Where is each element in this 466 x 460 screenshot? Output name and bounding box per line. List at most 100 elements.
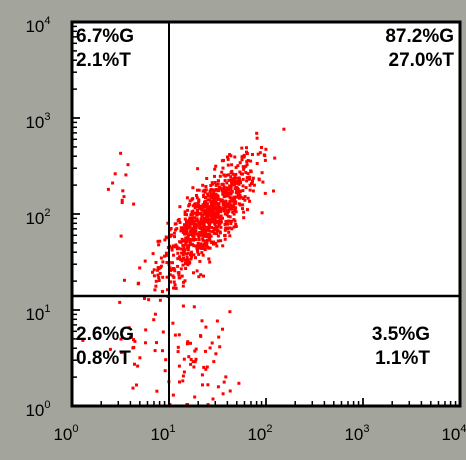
data-point <box>161 349 164 353</box>
data-point <box>183 279 187 283</box>
data-point <box>205 177 209 180</box>
data-point <box>182 229 186 233</box>
data-point <box>188 218 191 222</box>
data-point <box>171 261 174 265</box>
data-point <box>228 207 232 211</box>
data-point <box>219 198 223 202</box>
data-point <box>194 238 198 241</box>
data-point <box>218 218 222 222</box>
data-point <box>232 183 236 187</box>
data-point <box>212 210 216 214</box>
data-point <box>180 237 184 241</box>
data-point <box>214 183 218 187</box>
data-point <box>153 349 157 353</box>
data-point <box>248 183 252 187</box>
data-point <box>207 205 210 209</box>
data-point <box>214 225 218 229</box>
data-point <box>212 193 216 196</box>
data-point <box>221 392 225 396</box>
data-point <box>190 255 194 259</box>
data-point <box>251 153 254 156</box>
data-point <box>191 217 194 221</box>
data-point <box>221 187 225 191</box>
data-point <box>204 349 207 353</box>
quadrant-label-lower-left: 0.8%T <box>76 348 131 369</box>
data-point <box>200 373 204 377</box>
x-tick-label: 102 <box>247 423 272 444</box>
data-point <box>189 213 193 217</box>
data-point <box>173 333 177 337</box>
data-point <box>190 227 194 231</box>
data-point <box>176 251 180 255</box>
data-point <box>224 219 228 223</box>
data-point <box>193 360 197 364</box>
data-point <box>193 349 197 353</box>
data-point <box>223 222 227 226</box>
data-point <box>214 214 218 218</box>
data-point <box>218 174 222 178</box>
data-point <box>223 212 227 216</box>
data-point <box>207 233 211 237</box>
data-point <box>143 297 146 300</box>
data-point <box>188 216 192 220</box>
data-point <box>209 200 213 204</box>
data-point <box>212 242 215 246</box>
data-point <box>193 216 196 220</box>
data-point <box>195 208 199 212</box>
data-point <box>170 246 174 250</box>
data-point <box>234 191 238 195</box>
data-point <box>215 229 219 233</box>
data-point <box>172 275 176 279</box>
data-point <box>243 198 247 202</box>
data-point <box>240 158 244 162</box>
data-point <box>170 268 174 271</box>
data-point <box>163 254 166 258</box>
data-point <box>224 203 227 207</box>
data-point <box>232 225 236 229</box>
data-point <box>218 230 222 234</box>
data-point <box>127 326 131 330</box>
data-point <box>181 284 185 288</box>
data-point <box>246 172 250 176</box>
data-point <box>120 329 124 333</box>
data-point <box>181 253 185 257</box>
data-point <box>211 230 215 234</box>
data-point <box>147 298 151 302</box>
data-point <box>168 266 172 270</box>
data-point <box>205 225 209 229</box>
data-point <box>181 263 185 267</box>
y-tick-label: 101 <box>25 303 50 324</box>
data-point <box>153 312 157 316</box>
data-point <box>120 350 123 354</box>
data-point <box>229 205 233 209</box>
data-point <box>164 253 168 257</box>
data-point <box>192 305 196 309</box>
y-tick-label: 102 <box>25 207 50 228</box>
data-point <box>223 174 227 178</box>
data-point <box>183 210 187 214</box>
data-point <box>225 186 229 190</box>
data-point <box>241 189 245 193</box>
data-point <box>179 240 183 244</box>
data-point <box>230 197 234 201</box>
data-point <box>161 275 165 279</box>
data-point <box>215 210 219 213</box>
data-point <box>208 346 212 350</box>
data-point <box>213 174 216 178</box>
data-point <box>195 219 198 223</box>
data-point <box>202 195 206 199</box>
data-point <box>207 257 211 261</box>
data-point <box>231 210 235 214</box>
data-point <box>184 219 188 223</box>
data-point <box>177 273 181 277</box>
data-point <box>177 276 181 280</box>
data-point <box>179 229 183 233</box>
data-point <box>195 269 199 273</box>
data-point <box>204 239 208 243</box>
data-point <box>174 243 178 247</box>
data-point <box>219 220 223 224</box>
data-point <box>213 167 217 171</box>
data-point <box>178 221 182 224</box>
data-point <box>241 196 245 200</box>
data-point <box>238 193 242 197</box>
